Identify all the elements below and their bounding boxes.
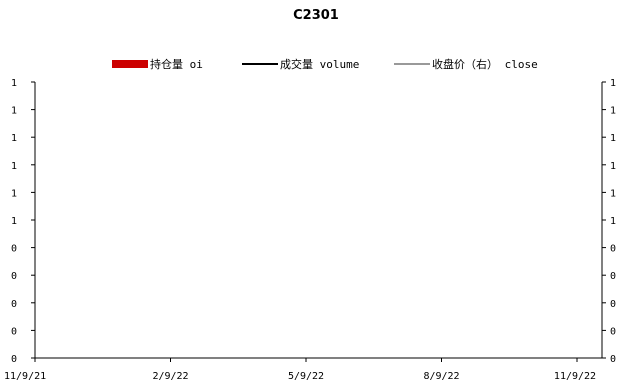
legend-label-oi: 持仓量 oi [150, 57, 203, 71]
y-left-tick-label: 0 [11, 299, 17, 310]
x-tick-label: 11/9/21 [4, 371, 46, 382]
y-left-tick-label: 1 [11, 188, 17, 199]
y-left-tick-label: 0 [11, 244, 17, 255]
y-left-tick-label: 1 [11, 161, 17, 172]
y-right-tick-label: 0 [610, 271, 616, 282]
y-left-tick-label: 1 [11, 78, 17, 89]
axes: 0 0 0 0 0 0 0 0 0 0 1 1 1 1 1 1 1 1 1 1 1 1 11/9/21 2/9/22 5/9/2… [4, 78, 616, 382]
y-left-tick-label: 0 [11, 354, 17, 365]
y-right-tick-label: 1 [610, 216, 616, 227]
y-left-tick-label: 0 [11, 326, 17, 337]
y-right-tick-label: 1 [610, 188, 616, 199]
y-right-tick-label: 0 [610, 326, 616, 337]
x-tick-label: 8/9/22 [423, 371, 459, 382]
y-right-tick-label: 0 [610, 354, 616, 365]
y-right-tick-label: 0 [610, 244, 616, 255]
legend-label-close: 收盘价（右） close [432, 57, 538, 71]
y-right-tick-label: 1 [610, 106, 616, 117]
chart-title: C2301 [293, 8, 339, 23]
legend: 持仓量 oi 成交量 volume 收盘价（右） close [112, 57, 538, 71]
y-right-tick-label: 1 [610, 161, 616, 172]
x-tick-label: 11/9/22 [554, 371, 596, 382]
y-left-tick-label: 0 [11, 271, 17, 282]
y-left-tick-label: 1 [11, 133, 17, 144]
y-left-tick-label: 1 [11, 106, 17, 117]
y-right-tick-label: 1 [610, 133, 616, 144]
y-left-tick-label: 1 [11, 216, 17, 227]
y-right-tick-label: 0 [610, 299, 616, 310]
y-right-tick-label: 1 [610, 78, 616, 89]
x-tick-label: 5/9/22 [288, 371, 324, 382]
legend-label-volume: 成交量 volume [280, 57, 359, 71]
legend-swatch-oi [112, 60, 148, 68]
x-tick-label: 2/9/22 [152, 371, 188, 382]
